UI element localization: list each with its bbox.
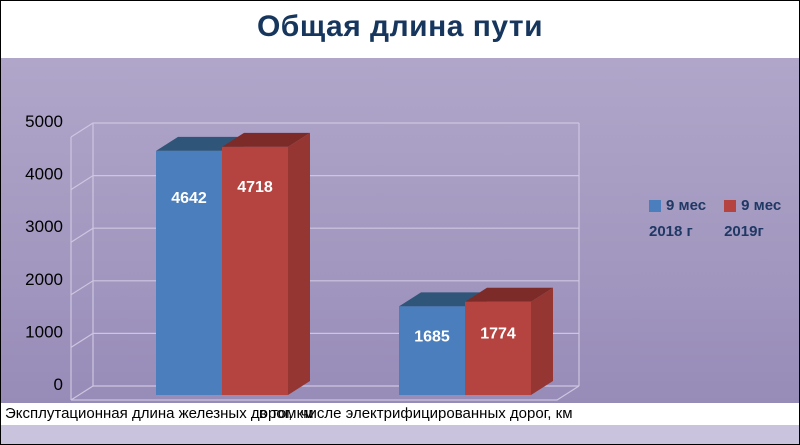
bar-front-face xyxy=(222,146,288,395)
gridline xyxy=(70,122,579,138)
bottom-strip xyxy=(1,425,799,444)
legend-label-2018-line1: 9 мес xyxy=(666,197,707,214)
gridline xyxy=(70,227,579,243)
bar-front-face xyxy=(465,301,531,395)
bar-side-face xyxy=(531,287,553,395)
bar-value-label: 4642 xyxy=(171,190,207,207)
chart-title: Общая длина пути xyxy=(256,10,544,43)
legend-swatch-red xyxy=(724,199,737,212)
legend-label-2019-line2: 2019г xyxy=(724,223,764,240)
y-axis-label: 3000 xyxy=(25,217,63,236)
legend-swatch-blue xyxy=(649,199,661,212)
y-axis-label: 4000 xyxy=(25,165,63,184)
bar-front-face xyxy=(399,306,465,395)
bar-side-face xyxy=(288,132,310,396)
legend-label-2019-line1: 9 мес xyxy=(741,197,782,214)
y-axis-label: 1000 xyxy=(25,322,63,341)
legend-entry-2019: 9 мес 2019г xyxy=(724,197,781,240)
y-axis-label: 2000 xyxy=(25,270,63,289)
legend-label-2018-line2: 2018 г xyxy=(649,223,693,240)
category-label-rail-length: Эксплутационная длина железных дорог, км xyxy=(5,405,314,422)
bar-value-label: 4718 xyxy=(237,179,273,196)
legend: 9 мес 2018 г 9 мес 2019г xyxy=(649,197,781,240)
bar-value-label: 1685 xyxy=(414,328,450,345)
gridline xyxy=(70,175,579,191)
axis-edge xyxy=(71,385,580,401)
y-axis-label: 5000 xyxy=(25,112,63,131)
bar-top-face xyxy=(465,287,553,302)
legend-entry-2018: 9 мес 2018 г xyxy=(649,197,706,240)
y-axis-label: 0 xyxy=(54,375,63,394)
category-label-electrified: в том числе электрифицированных дорог, к… xyxy=(259,405,573,422)
bar-top-face xyxy=(222,132,310,147)
bar-front-face xyxy=(156,150,222,395)
bar-value-label: 1774 xyxy=(480,325,516,342)
